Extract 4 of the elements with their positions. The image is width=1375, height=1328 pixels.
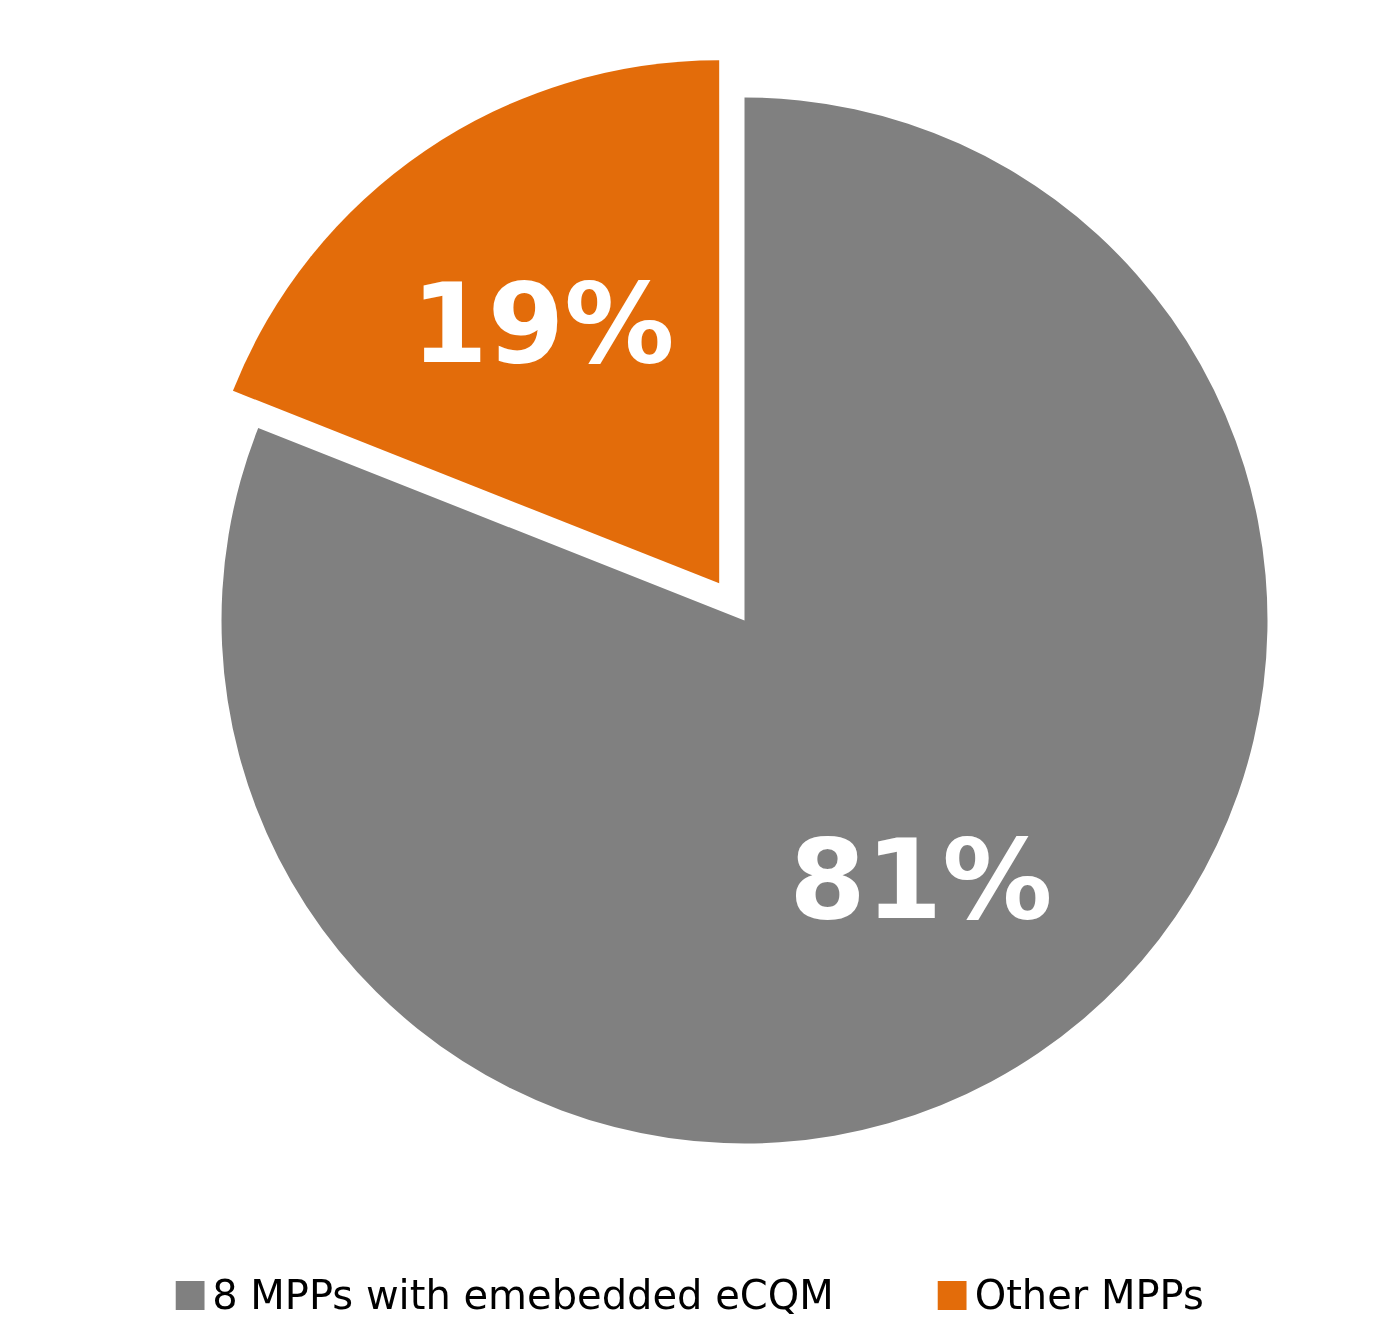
legend-label: Other MPPs: [974, 1272, 1204, 1318]
data-label: 19%: [411, 259, 675, 388]
legend-label: 8 MPPs with emebedded eCQM: [212, 1272, 834, 1318]
data-label: 81%: [789, 816, 1053, 945]
